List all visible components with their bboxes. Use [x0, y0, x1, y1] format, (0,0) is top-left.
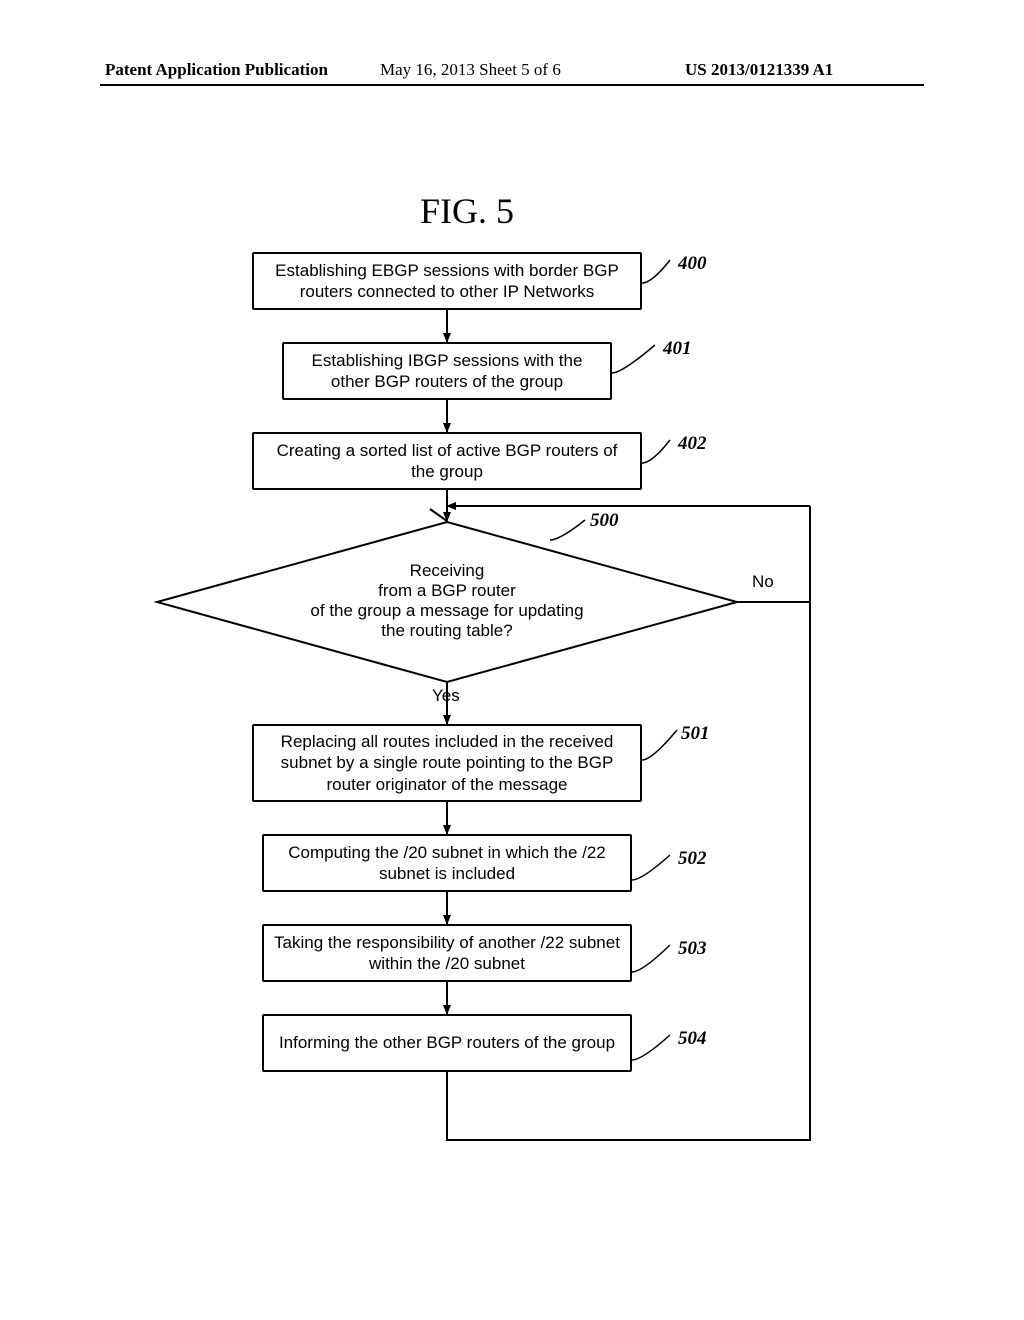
process-box-401: Establishing IBGP sessions with the othe…	[282, 342, 612, 400]
header-rule	[100, 84, 924, 86]
svg-text:of the group a message for upd: of the group a message for updating	[310, 601, 583, 620]
process-box-501: Replacing all routes included in the rec…	[252, 724, 642, 802]
header-left: Patent Application Publication	[105, 60, 328, 80]
ref-500: 500	[590, 510, 619, 532]
process-box-400: Establishing EBGP sessions with border B…	[252, 252, 642, 310]
process-text: Computing the /20 subnet in which the /2…	[274, 842, 620, 885]
svg-text:from a BGP router: from a BGP router	[378, 581, 516, 600]
edge-label-no: No	[752, 572, 774, 592]
ref-501: 501	[681, 723, 710, 745]
ref-503: 503	[678, 938, 707, 960]
ref-504: 504	[678, 1028, 707, 1050]
page-root: Patent Application Publication May 16, 2…	[0, 0, 1024, 1320]
process-text: Informing the other BGP routers of the g…	[279, 1032, 615, 1053]
process-box-504: Informing the other BGP routers of the g…	[262, 1014, 632, 1072]
edge-label-yes: Yes	[432, 686, 460, 706]
process-text: Establishing IBGP sessions with the othe…	[294, 350, 600, 393]
header-mid: May 16, 2013 Sheet 5 of 6	[380, 60, 561, 80]
ref-502: 502	[678, 848, 707, 870]
process-box-402: Creating a sorted list of active BGP rou…	[252, 432, 642, 490]
header-right: US 2013/0121339 A1	[685, 60, 833, 80]
svg-text:the routing table?: the routing table?	[381, 621, 512, 640]
svg-text:Receiving: Receiving	[410, 561, 485, 580]
process-text: Taking the responsibility of another /22…	[274, 932, 620, 975]
process-text: Establishing EBGP sessions with border B…	[264, 260, 630, 303]
process-text: Replacing all routes included in the rec…	[264, 731, 630, 795]
figure-title: FIG. 5	[420, 190, 514, 232]
process-text: Creating a sorted list of active BGP rou…	[264, 440, 630, 483]
ref-401: 401	[663, 338, 692, 360]
process-box-502: Computing the /20 subnet in which the /2…	[262, 834, 632, 892]
ref-402: 402	[678, 433, 707, 455]
process-box-503: Taking the responsibility of another /22…	[262, 924, 632, 982]
ref-400: 400	[678, 253, 707, 275]
